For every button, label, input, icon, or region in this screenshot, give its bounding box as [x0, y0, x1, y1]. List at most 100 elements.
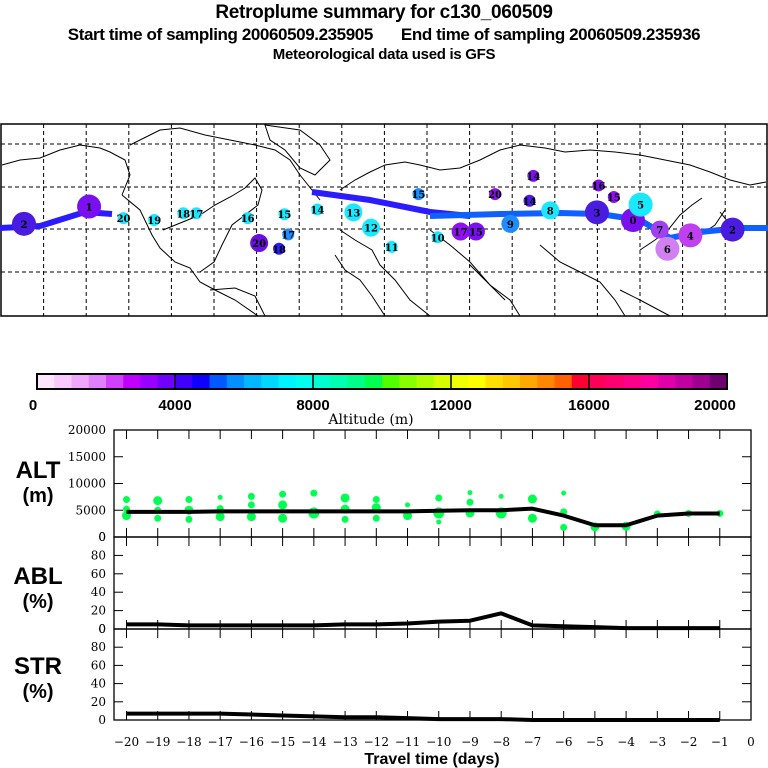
trajectory-marker: 10 [431, 231, 445, 244]
trajectory-marker: 15 [607, 190, 621, 204]
marker-circle [489, 188, 502, 201]
marker-label: 2 [729, 226, 736, 237]
y-tick-label: 0 [98, 530, 106, 544]
x-axis-label: Travel time (days) [364, 751, 499, 768]
x-tick-label: −6 [555, 735, 573, 749]
coastline [339, 144, 767, 191]
marker-label: 4 [687, 231, 694, 242]
y-tick-label: 5000 [75, 503, 106, 517]
marker-label: 15 [607, 193, 621, 204]
coastline [1, 144, 131, 196]
trajectory-marker: 16 [592, 179, 605, 192]
marker-circle [311, 203, 324, 216]
x-tick-label: −20 [114, 735, 139, 749]
colorbar-cell [54, 374, 72, 389]
marker-label: 15 [412, 190, 426, 201]
marker-circle [11, 211, 36, 236]
series-line-alt [126, 506, 720, 528]
marker-circle [250, 234, 269, 253]
marker-circle [628, 192, 653, 217]
x-tick-label: −15 [270, 735, 295, 749]
marker-circle [584, 200, 609, 225]
altitude-point [340, 493, 350, 503]
plot-title: Retroplume summary for c130_060509 [215, 2, 553, 23]
colorbar-cell [226, 374, 245, 389]
trajectory-marker: 17 [189, 207, 203, 220]
marker-label: 12 [364, 224, 378, 235]
marker-label: 14 [523, 197, 537, 208]
colorbar-cell [313, 374, 331, 389]
x-tick-label: −18 [176, 735, 201, 749]
x-tick-label: −7 [524, 735, 542, 749]
x-tick-label: −10 [426, 735, 451, 749]
panel-ylabel-unit: (%) [22, 591, 53, 613]
marker-circle [273, 242, 286, 255]
trajectory-marker: 13 [344, 203, 363, 222]
colorbar-cell [106, 374, 124, 389]
marker-label: 5 [637, 201, 644, 212]
marker-label: 17 [281, 230, 295, 241]
trajectory-marker: 2 [11, 211, 36, 236]
y-tick-label: 20000 [68, 423, 106, 437]
y-tick-label: 40 [91, 585, 106, 599]
trajectory-marker: 20 [117, 212, 131, 225]
colorbar-cell [606, 374, 624, 389]
colorbar-cell [623, 374, 642, 389]
marker-label: 15 [469, 228, 483, 239]
marker-circle [501, 214, 520, 233]
marker-circle [431, 231, 444, 244]
altitude-colorbar: 0 4000 8000 12000 16000 20000 Altitude (m) [29, 373, 736, 428]
coastline [121, 194, 259, 317]
time-series-panels: ALT(m)20000150001000050000ABL(%)08060402… [13, 423, 754, 768]
marker-circle [678, 223, 703, 248]
panel-frame [113, 628, 752, 721]
altitude-point [122, 496, 130, 504]
coastline [619, 289, 671, 317]
marker-label: 14 [310, 205, 324, 216]
trajectory-marker: 9 [501, 214, 520, 233]
altitude-point [153, 496, 163, 506]
marker-label: 9 [507, 220, 514, 231]
marker-label: 18 [176, 209, 190, 220]
trajectory-marker: 1 [77, 194, 102, 219]
start-time-label: Start time of sampling 20060509.235905 [67, 25, 374, 44]
colorbar-cell [364, 374, 383, 389]
altitude-point [215, 512, 225, 522]
panel-ylabel-unit: (m) [22, 485, 53, 507]
colorbar-tick-label: 20000 [694, 397, 736, 414]
colorbar-cell [71, 374, 90, 389]
colorbar-cell [192, 374, 210, 389]
panel-ylabel-title: STR [14, 653, 62, 680]
marker-label: 15 [277, 210, 291, 221]
y-tick-label: 40 [91, 677, 106, 691]
x-tick-label: −3 [648, 735, 666, 749]
marker-label: 1 [86, 203, 93, 214]
marker-label: 8 [547, 206, 554, 217]
x-tick-label: −12 [364, 735, 389, 749]
colorbar-cell [692, 374, 711, 389]
colorbar-cell [640, 374, 659, 389]
met-data-label: Meteorological data used is GFS [272, 46, 496, 63]
colorbar-tick-label: 12000 [430, 397, 472, 414]
trajectory-marker: 16 [241, 212, 255, 225]
marker-label: 20 [252, 239, 266, 250]
marker-circle [77, 194, 102, 219]
series-line-abl [126, 611, 720, 631]
panel-ylabel-title: ALT [16, 457, 61, 484]
altitude-point [403, 511, 413, 521]
colorbar-cell [554, 374, 573, 389]
altitude-point [372, 496, 380, 504]
colorbar-cell [261, 374, 279, 389]
marker-circle [720, 217, 745, 242]
y-tick-label: 60 [91, 567, 106, 581]
marker-label: 10 [431, 233, 445, 244]
panel-abl: ABL(%) 0 80 60 40 20 0 [13, 530, 752, 636]
colorbar-cell [520, 374, 538, 389]
coastline [264, 124, 331, 176]
altitude-point [154, 514, 162, 522]
marker-circle [592, 179, 605, 192]
colorbar-cell [451, 374, 469, 389]
marker-label: 2 [20, 220, 27, 231]
y-tick-label: 0 [98, 713, 106, 727]
